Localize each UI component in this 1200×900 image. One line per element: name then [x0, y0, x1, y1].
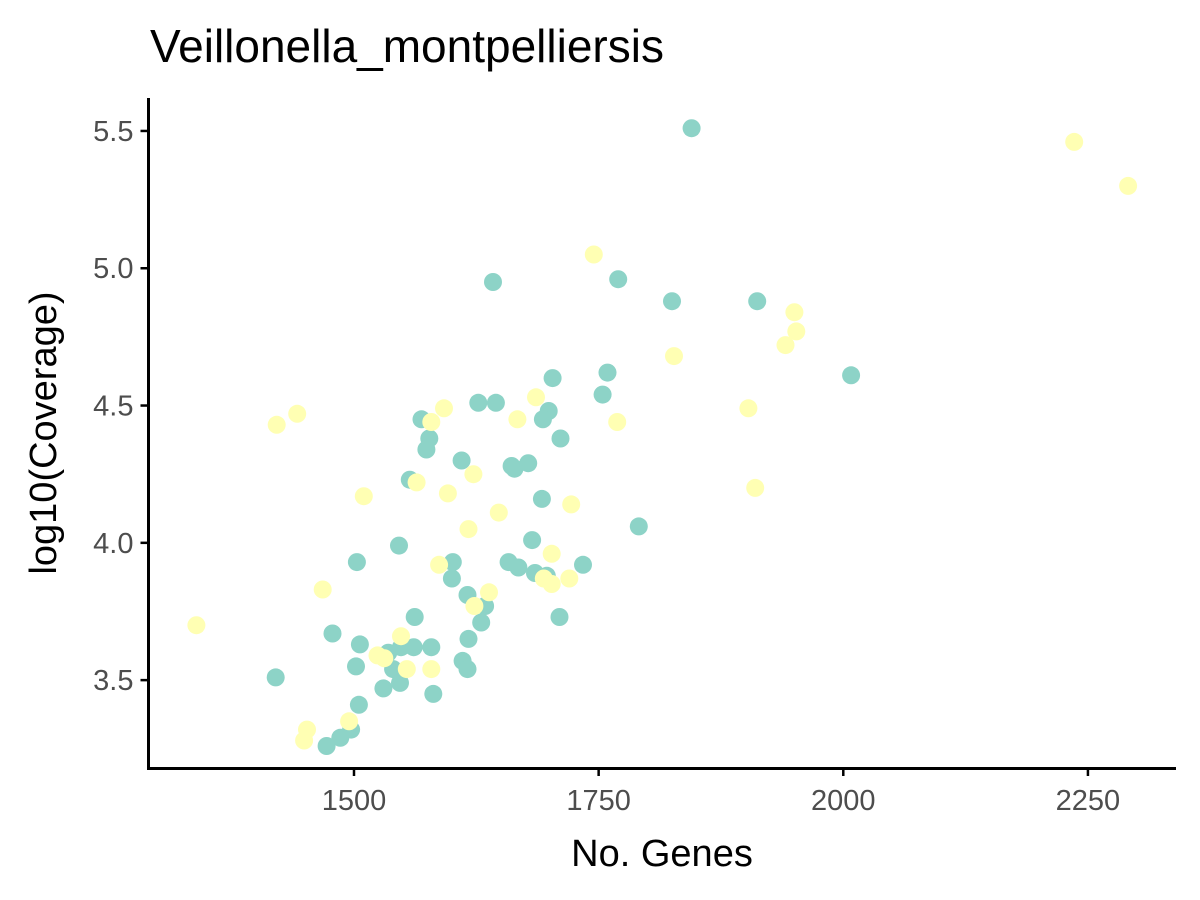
data-point — [665, 347, 683, 366]
y-tick-label: 4.5 — [93, 391, 133, 423]
data-point — [438, 484, 457, 503]
data-point — [459, 629, 478, 648]
data-point — [472, 613, 491, 632]
data-point — [532, 489, 551, 508]
data-point — [542, 575, 561, 593]
data-point — [480, 583, 498, 602]
data-point — [560, 569, 579, 588]
data-point — [464, 465, 483, 484]
data-point — [442, 569, 461, 588]
x-tick-label: 2250 — [1056, 785, 1121, 817]
data-point — [430, 555, 449, 574]
data-point — [542, 544, 561, 563]
data-point — [313, 580, 332, 599]
data-point — [505, 459, 524, 478]
data-point — [584, 245, 603, 264]
data-point — [527, 388, 545, 407]
data-point — [609, 270, 628, 289]
data-point — [489, 503, 508, 522]
x-tick-label: 1500 — [322, 785, 387, 817]
data-point — [405, 608, 424, 626]
data-point — [523, 531, 542, 550]
data-point — [1119, 176, 1138, 195]
data-point — [663, 292, 681, 311]
data-point — [407, 473, 426, 492]
data-point — [331, 728, 350, 747]
y-axis-ticks: 3.5 4.0 4.5 5.0 5.5 — [93, 116, 149, 697]
data-point — [435, 399, 453, 418]
data-point — [469, 393, 488, 412]
data-point — [458, 660, 477, 679]
data-point — [187, 616, 206, 635]
data-point — [374, 679, 393, 698]
data-point — [347, 657, 365, 676]
data-point — [295, 731, 314, 750]
data-point — [574, 555, 592, 574]
data-point — [509, 558, 528, 577]
data-point — [484, 273, 502, 291]
data-point — [424, 684, 443, 703]
points-layer — [187, 119, 1138, 755]
data-point — [1065, 132, 1084, 151]
data-point — [519, 454, 538, 473]
data-point — [465, 597, 484, 615]
data-point — [422, 413, 441, 431]
data-point — [748, 292, 767, 311]
data-point — [422, 638, 441, 657]
data-point — [508, 410, 527, 429]
data-point — [390, 536, 408, 555]
data-point — [459, 520, 478, 539]
data-point — [629, 517, 648, 536]
data-point — [443, 553, 462, 572]
data-point — [533, 410, 552, 429]
y-axis-title: log10(Coverage) — [23, 291, 65, 574]
data-point — [551, 429, 570, 448]
y-tick-label: 3.5 — [93, 665, 133, 697]
data-point — [452, 451, 471, 470]
y-tick-label: 5.5 — [93, 116, 133, 148]
data-point — [288, 404, 307, 423]
x-axis-ticks: 1500 1750 2000 2250 — [322, 768, 1120, 817]
data-point — [739, 399, 758, 418]
x-axis-title: No. Genes — [571, 833, 753, 875]
data-point — [593, 385, 612, 404]
y-tick-label: 5.0 — [93, 253, 133, 285]
data-point — [417, 440, 436, 459]
data-point — [392, 627, 410, 646]
data-point — [391, 673, 409, 692]
data-point — [267, 415, 286, 434]
data-point — [776, 336, 795, 355]
data-point — [317, 737, 336, 755]
data-point — [266, 668, 285, 687]
data-point — [397, 660, 416, 679]
data-point — [746, 478, 765, 497]
data-point — [598, 363, 617, 382]
y-tick-label: 4.0 — [93, 528, 133, 560]
data-point — [486, 393, 505, 412]
data-point — [787, 322, 806, 341]
data-point — [682, 119, 701, 138]
data-point — [347, 553, 366, 572]
data-point — [550, 608, 569, 626]
chart-title: Veillonella_montpelliersis — [150, 20, 664, 72]
data-point — [842, 366, 861, 385]
data-point — [350, 635, 369, 654]
data-point — [543, 369, 562, 388]
x-tick-label: 1750 — [566, 785, 631, 817]
data-point — [785, 303, 804, 322]
x-tick-label: 2000 — [811, 785, 876, 817]
data-point — [349, 695, 368, 714]
data-point — [354, 487, 373, 506]
data-point — [404, 638, 423, 657]
data-point — [375, 649, 394, 668]
data-point — [562, 495, 581, 514]
data-point — [340, 712, 359, 731]
data-point — [323, 624, 342, 643]
data-point — [422, 660, 441, 679]
data-point — [608, 413, 627, 431]
